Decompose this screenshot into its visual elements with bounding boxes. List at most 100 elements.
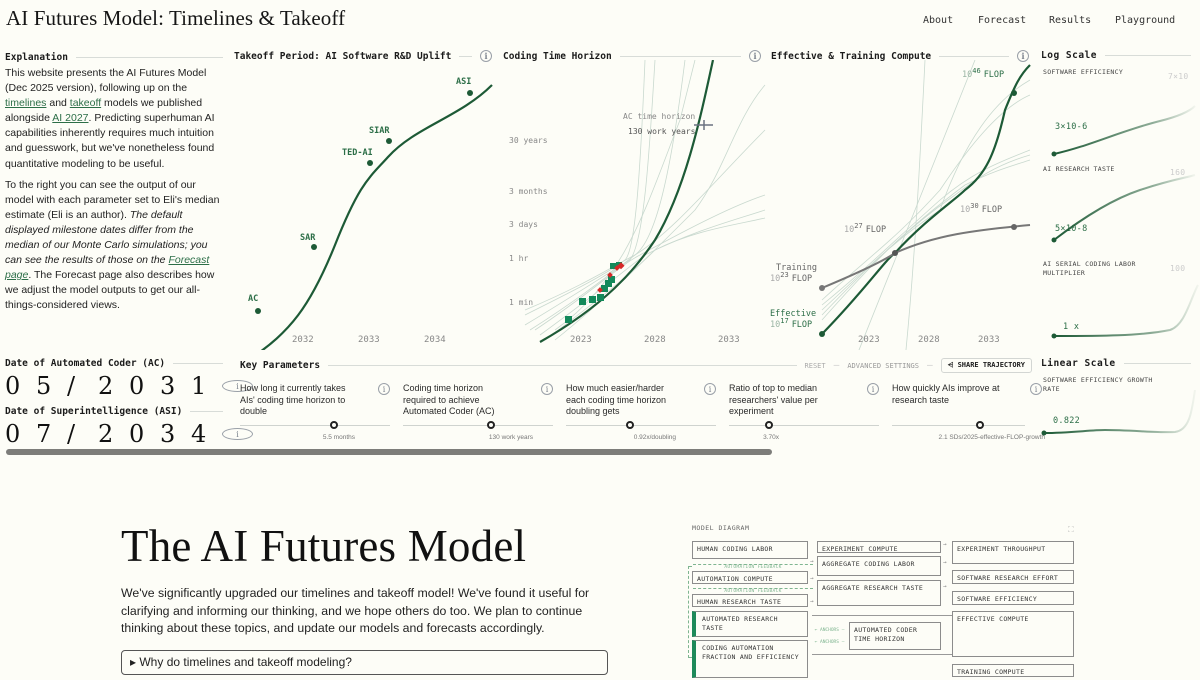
milestone-sar: SAR [300,233,316,243]
box-training-compute[interactable]: TRAINING COMPUTE [952,664,1074,677]
slider-knob[interactable] [976,421,984,429]
box-aggregate-coding-labor[interactable]: AGGREGATE CODING LABOR [817,556,941,576]
param-slider[interactable] [892,421,1025,431]
param-slider[interactable] [240,421,390,431]
asi-date-label: Date of Superintelligence (ASI) [5,406,183,417]
box-aggregate-research-taste[interactable]: AGGREGATE RESEARCH TASTE [817,580,941,606]
takeoff-chart-heading: Takeoff Period: AI Software R&D Uplift i [234,50,492,62]
divider [190,411,223,412]
share-icon: ⩤ [947,361,958,369]
compute-chart-title: Effective & Training Compute [771,50,932,62]
digit: 0 [129,420,145,448]
expand-icon[interactable]: ⛶ [1068,525,1074,534]
explanation-heading-text: Explanation [5,52,68,63]
nav-playground[interactable]: Playground [1115,15,1175,26]
horizontal-scrollbar[interactable] [6,449,772,455]
box-automation-compute[interactable]: AUTOMATION COMPUTE [692,571,808,584]
param-label: How long it currently takes AIs' coding … [240,383,346,416]
slider-knob[interactable] [626,421,634,429]
box-software-research-effort[interactable]: SOFTWARE RESEARCH EFFORT [952,570,1074,584]
param-slider[interactable] [729,421,879,431]
ai2027-link[interactable]: AI 2027 [52,112,89,125]
text: models we published alongside [5,97,203,125]
info-icon[interactable]: i [222,380,253,392]
observed-diamonds [597,262,625,293]
linear-scale-title: Linear Scale [1041,358,1116,369]
nav-playground-link[interactable]: Playground [1115,15,1176,26]
y-tick: 30 years [509,136,548,145]
info-icon[interactable]: i [867,383,879,395]
compute-chart-heading: Effective & Training Compute i [771,50,1029,62]
horizon-chart: AC time horizon 130 work years 30 years … [509,60,766,345]
box-software-efficiency[interactable]: SOFTWARE EFFICIENCY [952,591,1074,605]
info-icon[interactable]: i [1017,50,1029,62]
nav-about-link[interactable]: About [923,15,954,26]
divider [939,55,1009,57]
box-automated-research-taste[interactable]: AUTOMATED RESEARCH TASTE [692,611,808,637]
advanced-settings-button[interactable]: ADVANCED SETTINGS [847,361,919,370]
param-value: 0.92x/doubling [633,434,676,441]
box-automated-coder-time-horizon[interactable]: AUTOMATED CODER TIME HORIZON [849,622,941,650]
ac-time-horizon-value: 130 work years [628,127,696,136]
nav-forecast-link[interactable]: Forecast [978,15,1027,26]
explanation-body: This website presents the AI Futures Mod… [5,66,225,320]
info-icon[interactable]: i [1030,383,1042,395]
faq-toggle[interactable]: ▸ Why do timelines and takeoff modeling? [121,650,608,675]
training-label: Training [776,263,817,273]
info-icon[interactable]: i [222,428,253,440]
key-parameters-list: How long it currently takes AIs' coding … [240,383,1045,441]
divider [459,55,472,57]
param-researcher-ratio: Ratio of top to median researchers' valu… [729,383,879,441]
text: and [46,97,70,110]
info-icon[interactable]: i [541,383,553,395]
param-slider[interactable] [403,421,553,431]
nav-about[interactable]: About [923,15,953,26]
effective-end-label: 1046 FLOP [962,67,1004,80]
digit: 7 [36,420,52,448]
asi-date-value: 0 7/2 0 3 4 i [5,420,253,448]
param-value: 2.1 SDs/2025-effective-FLOP-growth [938,434,1045,441]
divider [75,57,223,58]
x-tick: 2034 [424,335,446,345]
x-tick: 2028 [644,335,666,345]
info-icon[interactable]: i [749,50,761,62]
crossover-label: 1027 FLOP [844,222,886,235]
x-tick: 2023 [858,335,880,345]
box-coding-automation[interactable]: CODING AUTOMATION FRACTION AND EFFICIENC… [692,640,808,678]
arrow-icon: → [810,575,814,582]
reset-button[interactable]: RESET [804,361,826,370]
text: . The Forecast page also describes how w… [5,269,215,312]
ai-serial-coding-labor-start: 1 x [1063,322,1080,332]
hero-title: The AI Futures Model [121,521,527,571]
box-experiment-compute[interactable]: EXPERIMENT COMPUTE [817,541,941,553]
nav-forecast[interactable]: Forecast [978,15,1026,26]
forecast-page-link[interactable]: Forecast page [5,254,210,282]
box-human-coding-labor[interactable]: HUMAN CODING LABOR [692,541,808,559]
info-icon[interactable]: i [704,383,716,395]
nav-results-link[interactable]: Results [1049,15,1092,26]
box-experiment-throughput[interactable]: EXPERIMENT THROUGHPUT [952,541,1074,564]
param-slider[interactable] [566,421,716,431]
milestone-ac: AC [248,294,258,304]
share-trajectory-button[interactable]: ⩤ SHARE TRAJECTORY [940,358,1032,373]
site-title[interactable]: AI Futures Model: Timelines & Takeoff [6,6,346,30]
arrow-icon: → [943,559,947,566]
key-parameters-title: Key Parameters [240,360,321,371]
info-icon[interactable]: i [480,50,492,62]
edge [812,615,952,616]
box-human-research-taste[interactable]: HUMAN RESEARCH TASTE [692,594,808,607]
software-efficiency-growth-label: SOFTWARE EFFICIENCY GROWTH RATE [1043,376,1153,393]
takeoff-link[interactable]: takeoff [69,97,102,110]
digit: 3 [160,372,176,400]
slider-knob[interactable] [765,421,773,429]
box-effective-compute[interactable]: EFFECTIVE COMPUTE [952,611,1074,657]
slider-knob[interactable] [330,421,338,429]
divider [1104,55,1191,56]
text: This website presents the AI Futures Mod… [5,67,207,95]
info-icon[interactable]: i [378,383,390,395]
timelines-link[interactable]: timelines [5,97,47,110]
effective-label: Effective [770,309,816,319]
slider-knob[interactable] [487,421,495,429]
nav-results[interactable]: Results [1049,15,1091,26]
edge [812,654,952,655]
